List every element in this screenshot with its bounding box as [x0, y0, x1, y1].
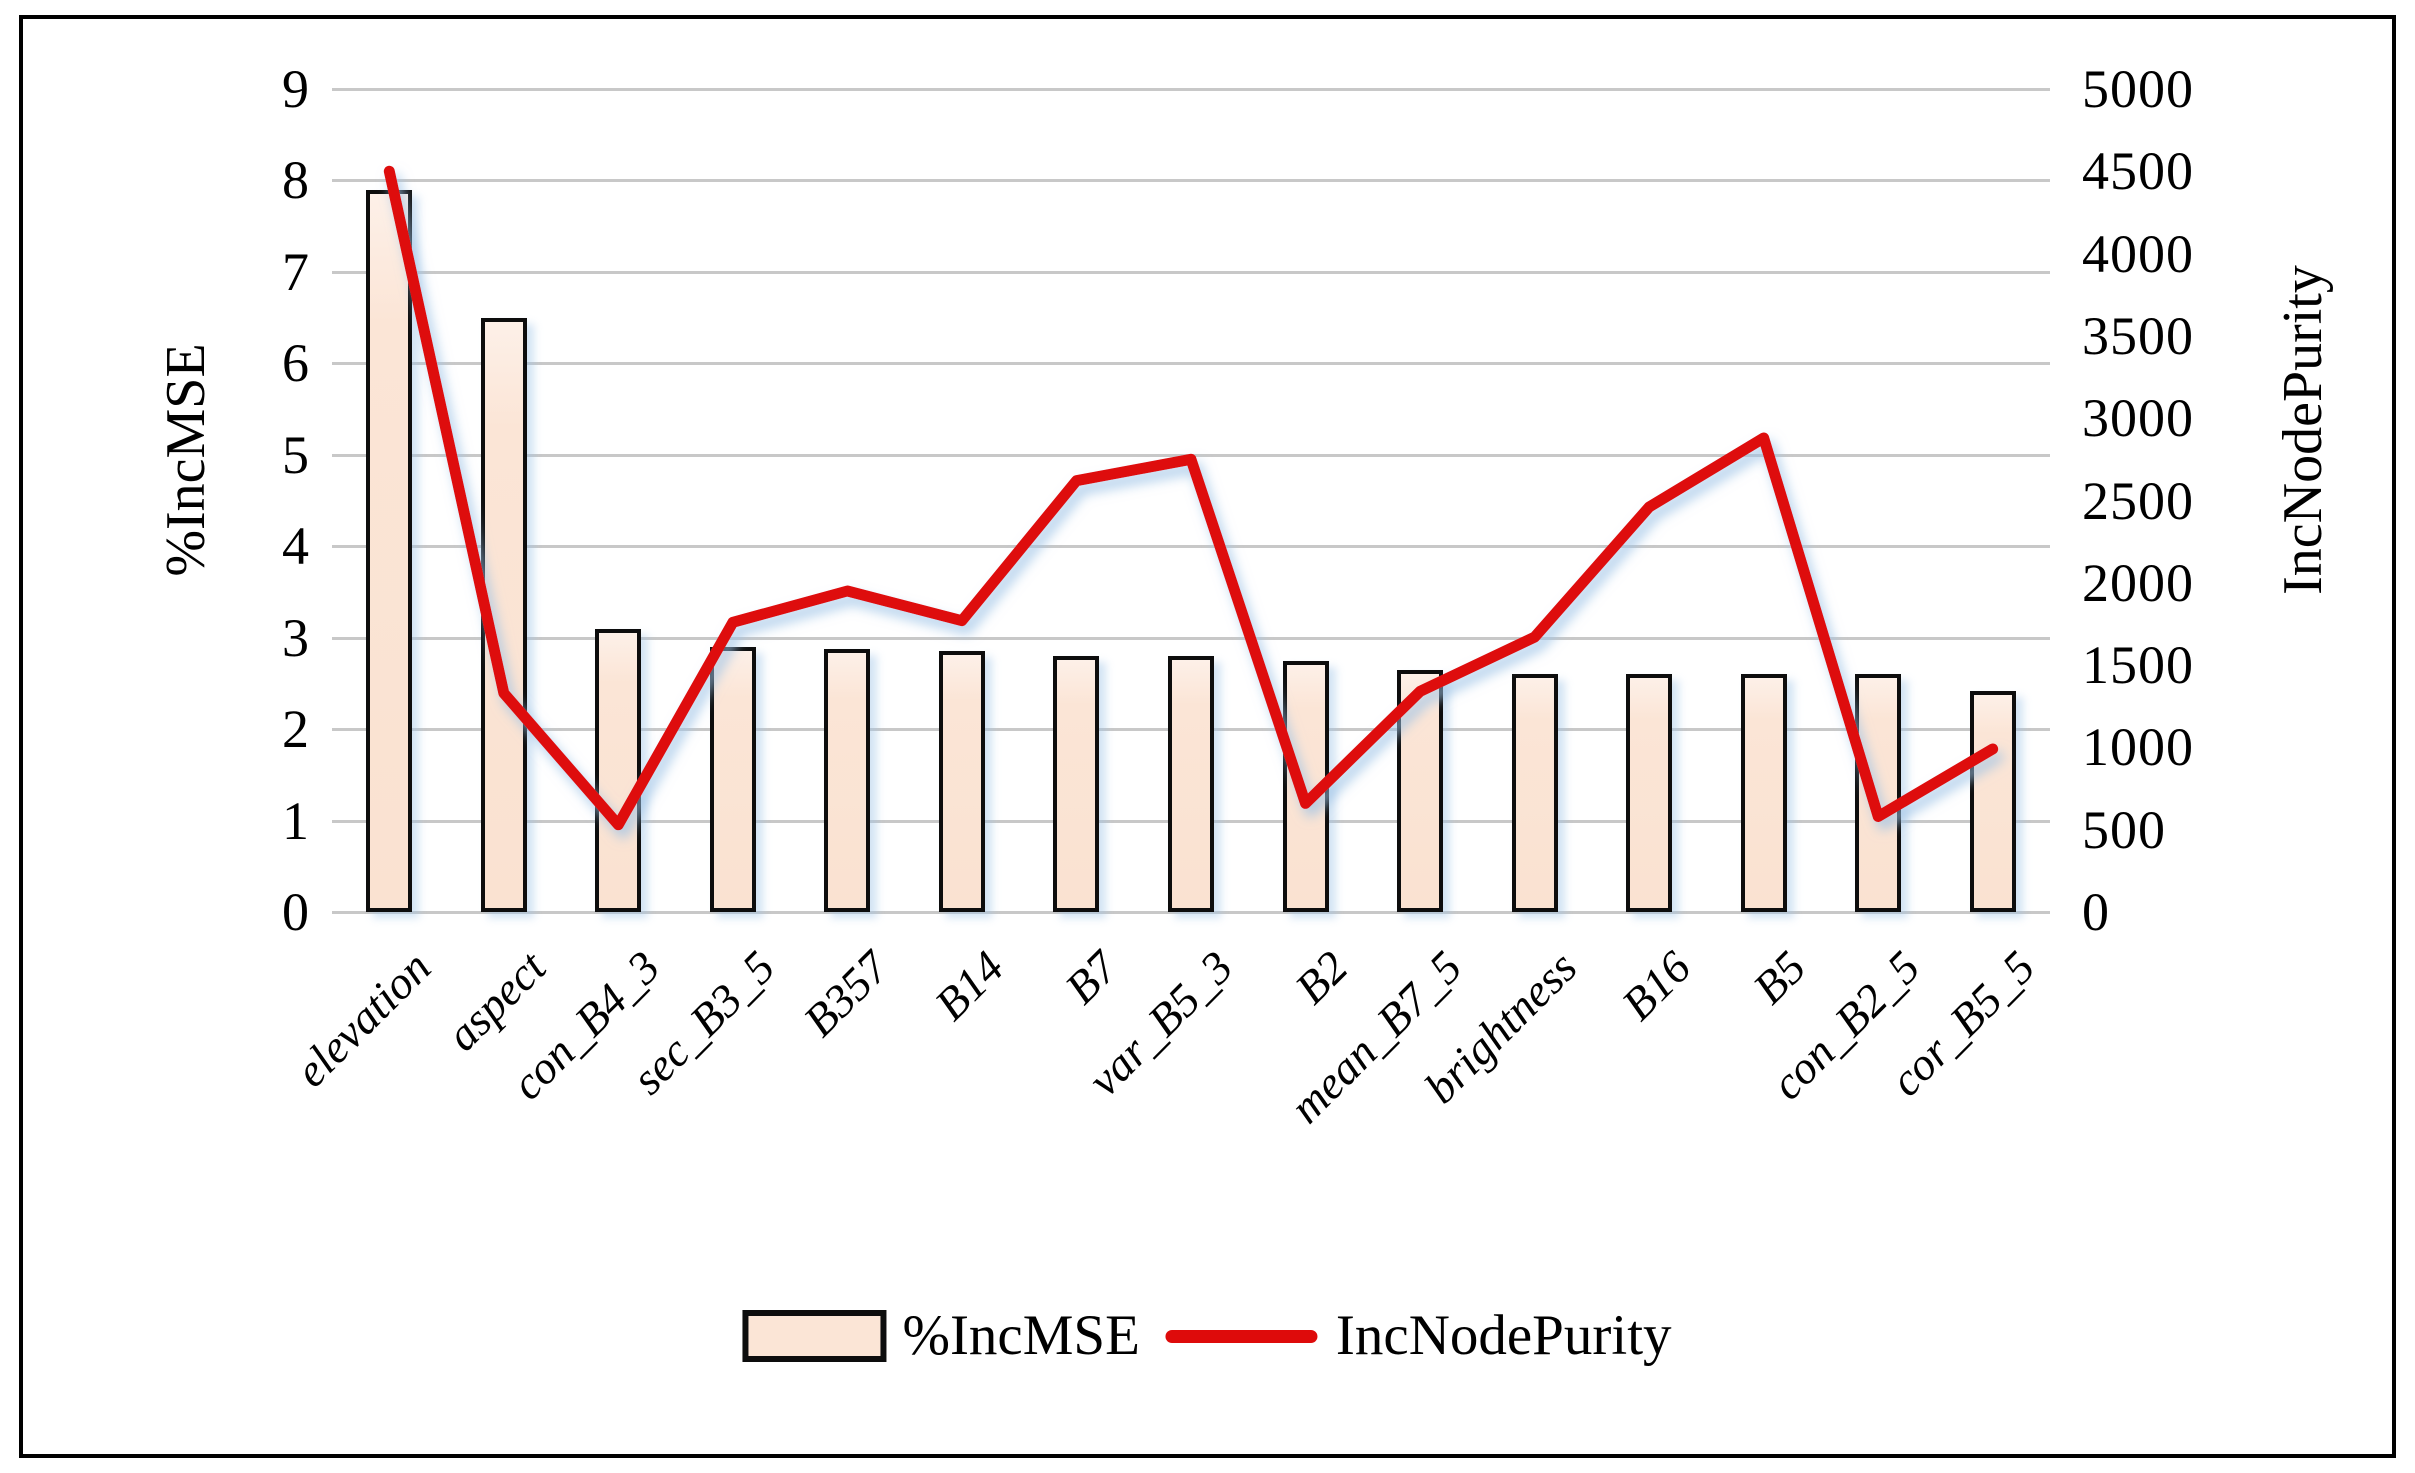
bar-con_B4_3: [595, 628, 642, 912]
right-tick-label: 4000: [2082, 223, 2194, 284]
right-tick-label: 2000: [2082, 552, 2194, 613]
left-tick-label: 2: [282, 699, 310, 760]
gridline: [332, 636, 2050, 640]
left-tick-label: 3: [282, 607, 310, 668]
left-tick-label: 1: [282, 790, 310, 851]
right-tick-label: 500: [2082, 799, 2166, 860]
bar-elevation: [366, 189, 413, 912]
legend-label-incnodepurity: IncNodePurity: [1335, 1304, 1672, 1367]
left-tick-label: 7: [282, 241, 310, 302]
legend-line-swatch: [1165, 1329, 1318, 1343]
right-tick-label: 4500: [2082, 141, 2194, 202]
legend-bar-swatch: [742, 1310, 887, 1362]
bar-B16: [1626, 674, 1673, 912]
plot-area: [332, 88, 2050, 914]
right-tick-label: 5000: [2082, 59, 2194, 119]
bar-sec_B3_5: [709, 646, 756, 912]
right-tick-label: 0: [2082, 882, 2110, 942]
bar-B5: [1740, 674, 1787, 912]
bar-B14: [938, 651, 985, 912]
gridline: [332, 270, 2050, 274]
gridline: [332, 88, 2050, 91]
left-tick-label: 5: [282, 424, 310, 485]
right-tick-label: 3500: [2082, 305, 2194, 366]
gridline: [332, 545, 2050, 549]
gridline: [332, 911, 2050, 914]
gridline: [332, 179, 2050, 183]
legend-label-incmse: %IncMSE: [902, 1304, 1140, 1367]
bar-B7: [1053, 655, 1100, 912]
bar-con_B2_5: [1855, 674, 1902, 912]
left-tick-label: 4: [282, 516, 310, 577]
right-axis-title: IncNodePurity: [2272, 265, 2334, 595]
bar-B357: [824, 648, 871, 912]
right-tick-label: 1500: [2082, 635, 2194, 696]
left-tick-label: 0: [282, 882, 310, 942]
trend-line-incnodepurity: [383, 165, 1999, 831]
bar-cor_B5_5: [1969, 690, 2016, 912]
line-layer: [383, 165, 1999, 831]
right-tick-label: 3000: [2082, 388, 2194, 449]
left-tick-label: 9: [282, 59, 310, 119]
bar-brightness: [1511, 674, 1558, 912]
bar-var_B5_3: [1168, 655, 1214, 912]
left-tick-label: 8: [282, 150, 310, 211]
gridline: [332, 362, 2050, 366]
right-tick-label: 2500: [2082, 470, 2194, 531]
legend: %IncMSE IncNodePurity: [742, 1304, 1672, 1367]
left-tick-label: 6: [282, 333, 310, 394]
right-tick-label: 1000: [2082, 717, 2194, 778]
